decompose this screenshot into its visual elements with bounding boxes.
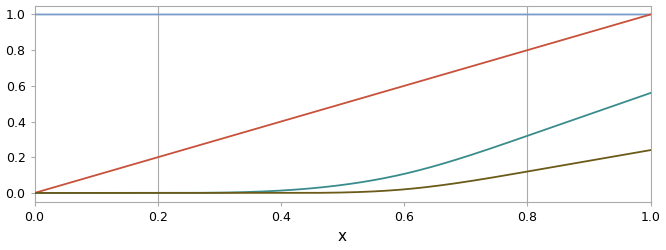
X-axis label: x: x [338,230,347,244]
